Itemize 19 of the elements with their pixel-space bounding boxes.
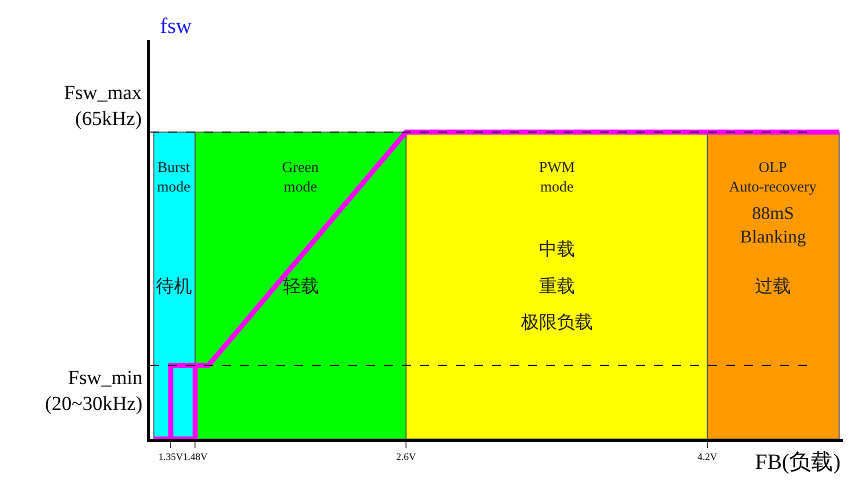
band-label: Green mode bbox=[282, 160, 320, 196]
ref-line-label: Fsw_max (65kHz) bbox=[64, 82, 142, 130]
annotation: 极限负载 bbox=[520, 312, 593, 332]
annotation: 轻载 bbox=[283, 276, 319, 296]
annotation: 中载 bbox=[539, 239, 575, 259]
band-label: Burst mode bbox=[157, 160, 191, 196]
annotation: 过载 bbox=[755, 276, 791, 296]
x-axis-title: FB(负载) bbox=[755, 449, 841, 474]
annotation: 88mS Blanking bbox=[740, 203, 806, 246]
annotation: 待机 bbox=[156, 276, 192, 296]
x-tick-label: 1.35V bbox=[158, 452, 184, 463]
band-label: PWM mode bbox=[539, 160, 575, 196]
x-tick-label: 1.48V bbox=[182, 452, 208, 463]
x-tick-label: 2.6V bbox=[396, 452, 417, 463]
y-axis-title: fsw bbox=[160, 13, 192, 38]
band-label: OLP Auto-recovery bbox=[729, 160, 817, 196]
ref-line-label: Fsw_min (20~30kHz) bbox=[45, 367, 142, 415]
annotation: 重载 bbox=[539, 276, 575, 296]
x-tick-label: 4.2V bbox=[698, 452, 718, 463]
